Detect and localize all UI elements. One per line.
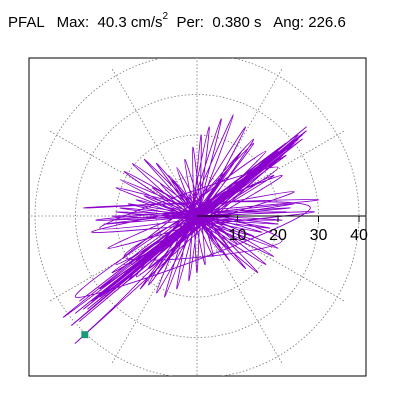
hodogram-trace	[62, 114, 319, 344]
period-label: Per:	[176, 14, 204, 31]
radial-tick-label-30: 30	[310, 227, 328, 244]
period-value: 0.380 s	[212, 14, 262, 31]
trace-layer	[62, 114, 319, 344]
max-value: 40.3 cm/s	[97, 14, 163, 31]
station-code: PFAL	[8, 14, 45, 31]
chart-header: PFAL Max: 40.3 cm/s2 Per: 0.380 s Ang: 2…	[8, 11, 346, 31]
max-label: Max:	[56, 14, 90, 31]
angle-value: 226.6	[308, 14, 346, 31]
peak-marker	[81, 331, 89, 339]
radial-tick-label-20: 20	[269, 227, 287, 244]
max-unit-exponent: 2	[162, 11, 169, 22]
angle-label: Ang:	[273, 14, 305, 31]
grid-spoke-120	[111, 68, 198, 217]
radial-tick-label-10: 10	[229, 227, 247, 244]
radial-axis: 10 20 30 40	[197, 215, 368, 244]
radial-tick-label-40: 40	[350, 227, 368, 244]
grid-spoke-300	[196, 215, 283, 364]
marker-layer	[81, 331, 89, 339]
plot-frame	[28, 57, 367, 377]
